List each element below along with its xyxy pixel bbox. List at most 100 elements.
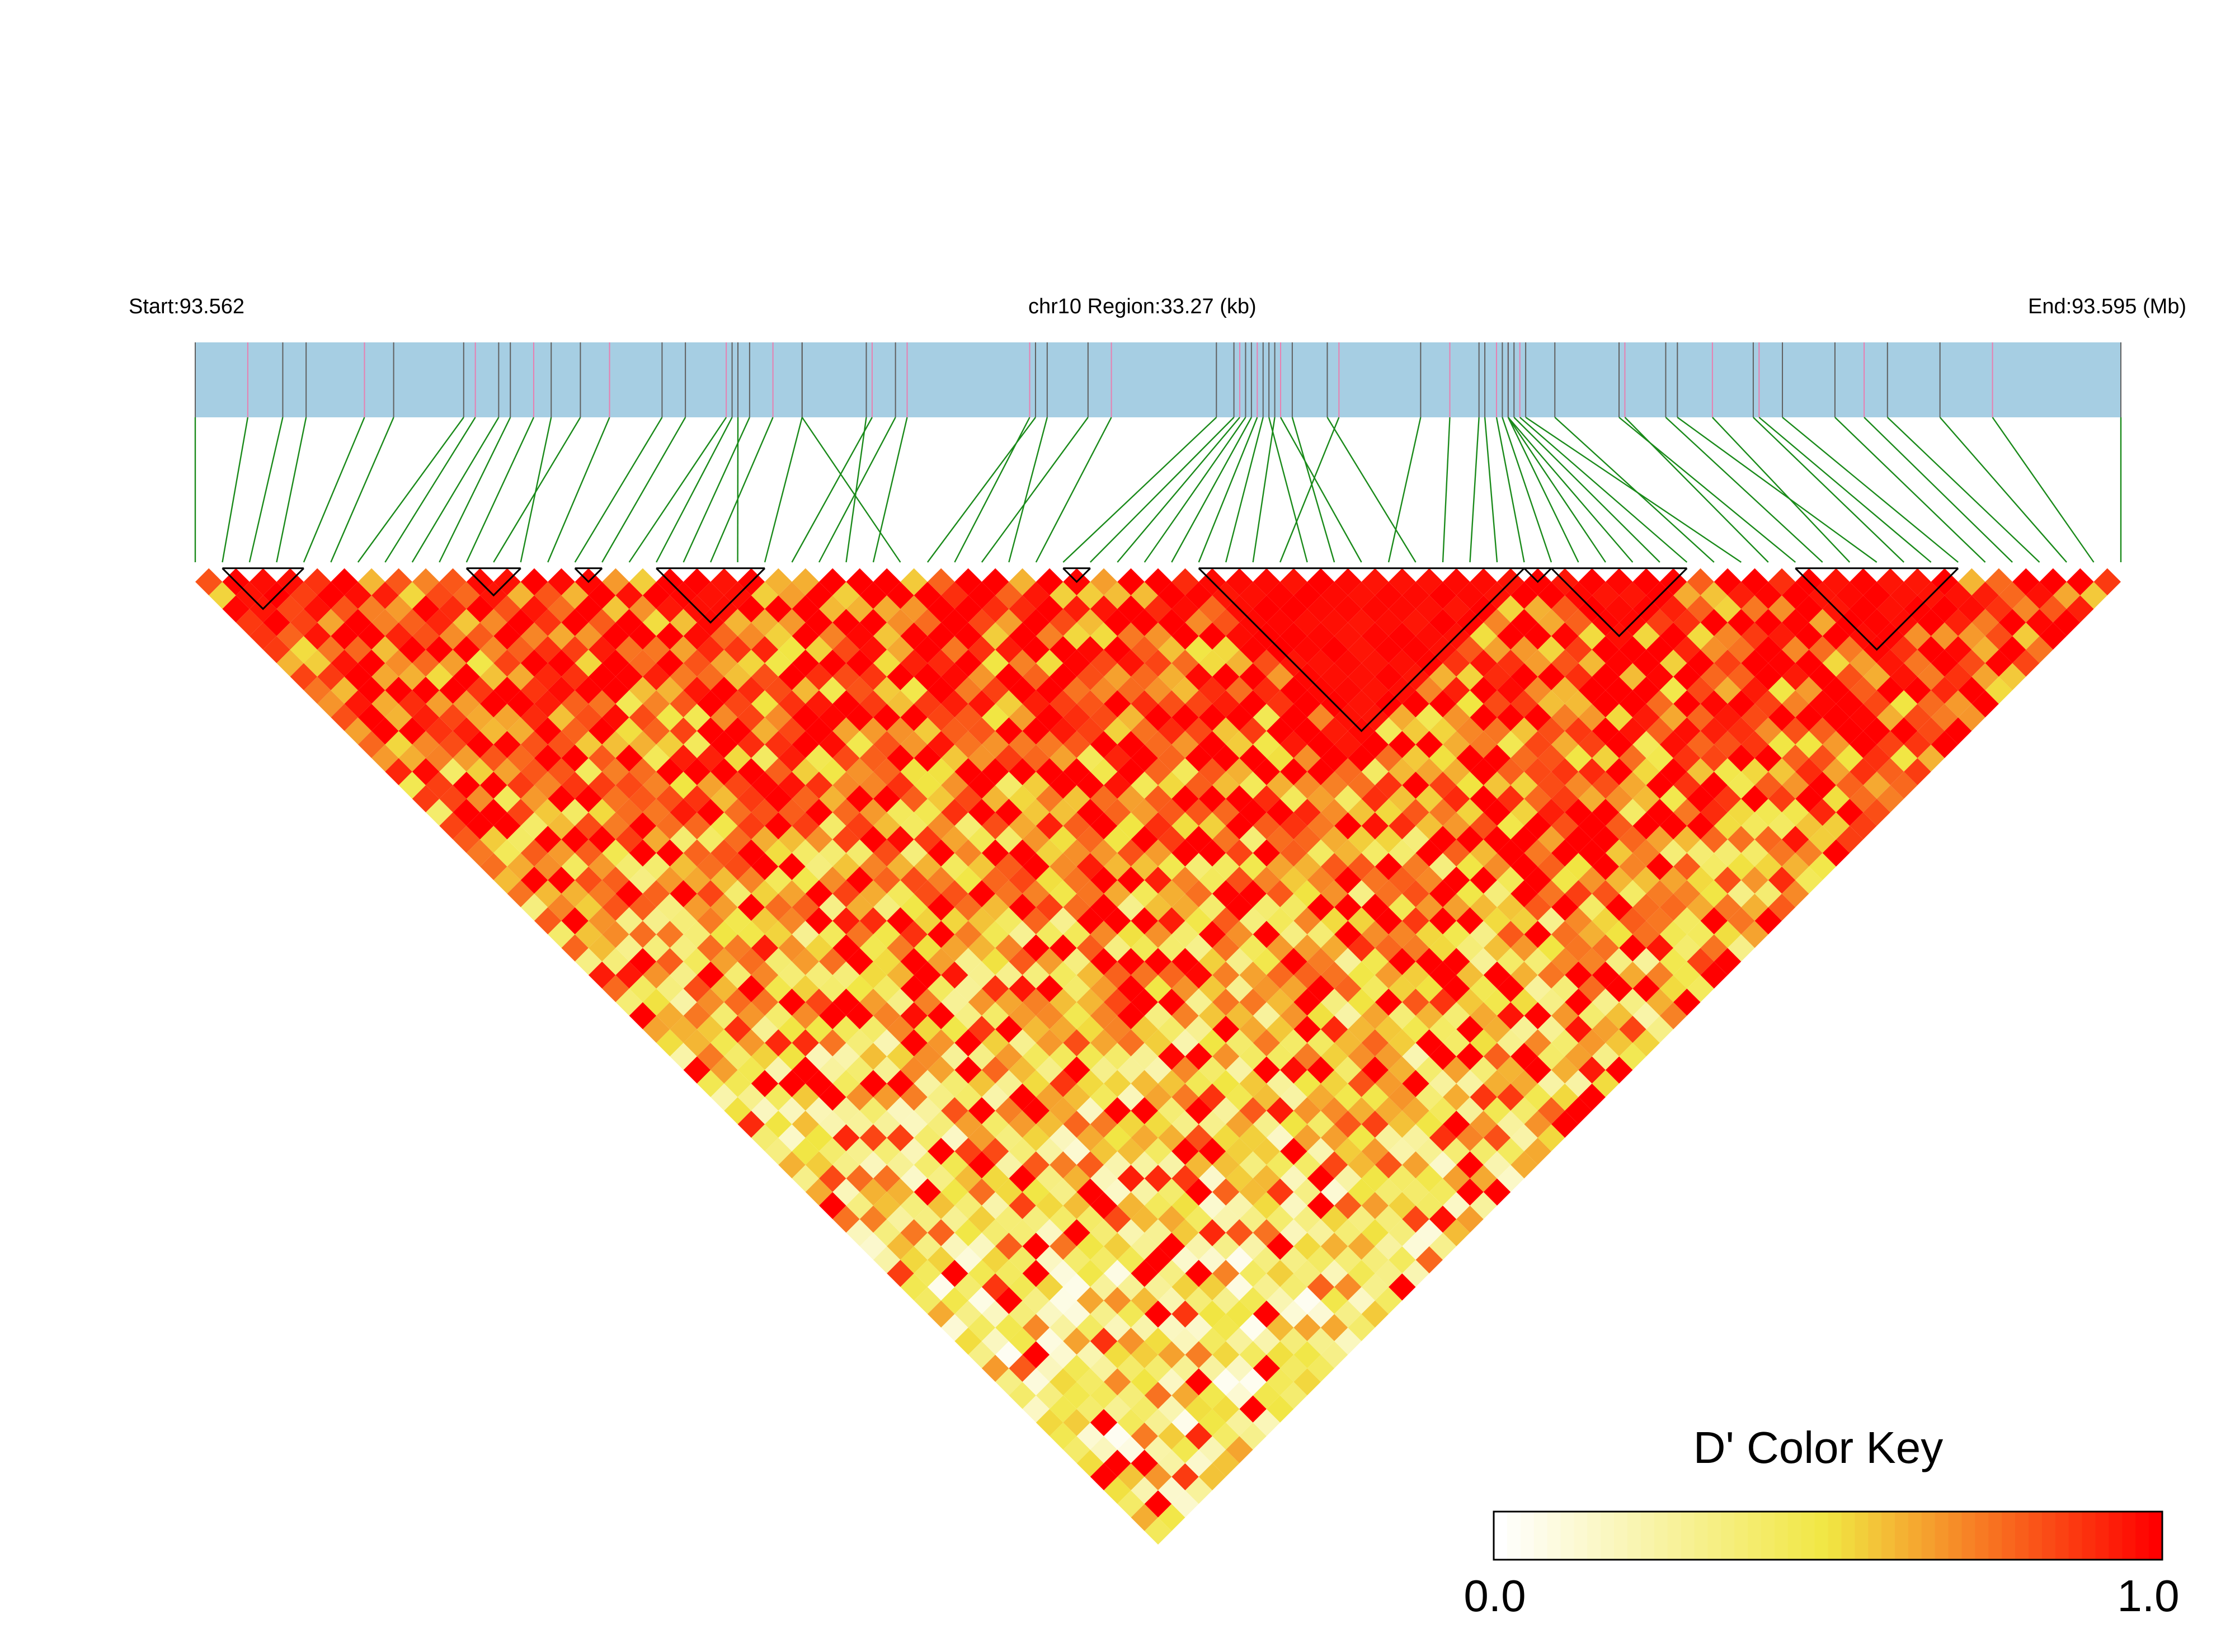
ld-cell xyxy=(1551,622,1579,650)
ld-cell xyxy=(846,1192,873,1220)
ld-cell xyxy=(846,1110,873,1138)
region-labels: Start:93.562 chr10 Region:33.27 (kb) End… xyxy=(129,295,2186,318)
ld-cell xyxy=(561,582,589,609)
ld-cell xyxy=(1537,1070,1565,1098)
ld-cell xyxy=(995,1015,1023,1043)
ld-cell xyxy=(1293,717,1321,745)
ld-cell xyxy=(1239,1341,1267,1368)
ld-cell xyxy=(1389,839,1416,867)
ld-cell xyxy=(941,663,968,690)
ld-cell xyxy=(1456,907,1484,935)
snp-connector xyxy=(1484,417,1498,563)
ld-cell xyxy=(1497,920,1524,948)
ld-cell xyxy=(941,826,968,853)
color-key-step xyxy=(1667,1512,1682,1560)
ld-cell xyxy=(1809,771,1836,799)
color-key-step xyxy=(2015,1512,2029,1560)
color-key-title: D' Color Key xyxy=(1693,1423,1944,1472)
ld-cell xyxy=(968,1070,996,1098)
ld-cell xyxy=(1741,867,1768,894)
ld-cell xyxy=(1592,690,1620,718)
ld-cell xyxy=(765,1137,792,1165)
ld-cell xyxy=(1700,798,1728,826)
ld-cell xyxy=(941,798,968,826)
ld-cell xyxy=(1144,1436,1172,1463)
ld-cell xyxy=(1605,920,1633,948)
ld-cell xyxy=(1198,649,1226,677)
ld-cell xyxy=(792,1137,820,1165)
ld-cell xyxy=(1687,704,1714,731)
ld-cell xyxy=(1741,920,1768,948)
ld-cell xyxy=(1171,920,1199,948)
ld-cell xyxy=(1687,867,1714,894)
color-key-step xyxy=(1547,1512,1561,1560)
snp-connector xyxy=(493,417,581,563)
ld-cell xyxy=(1890,663,1918,690)
ld-cell xyxy=(1375,989,1403,1016)
ld-cell xyxy=(548,867,575,894)
ld-cell xyxy=(751,1015,779,1043)
ld-cell xyxy=(900,1137,928,1165)
ld-cell xyxy=(1537,771,1565,799)
ld-cell xyxy=(1741,622,1768,650)
ld-cell xyxy=(1334,731,1362,759)
ld-cell xyxy=(995,636,1023,663)
ld-cell xyxy=(1212,1449,1240,1477)
ld-cell xyxy=(1253,1029,1281,1057)
ld-cell xyxy=(1198,948,1226,975)
ld-cell xyxy=(1198,676,1226,704)
ld-cell xyxy=(1700,826,1728,853)
ld-cell xyxy=(1334,1219,1362,1246)
ld-cell xyxy=(1022,717,1050,745)
color-key-step xyxy=(1787,1512,1802,1560)
ld-cell xyxy=(642,934,670,962)
ld-cell xyxy=(1185,826,1212,853)
ld-cell xyxy=(1171,1463,1199,1491)
ld-cell xyxy=(1537,934,1565,962)
ld-cell xyxy=(1592,934,1620,962)
ld-cell xyxy=(941,1151,968,1179)
ld-cell xyxy=(1551,595,1579,623)
haplotype-blocks xyxy=(222,567,1959,732)
ld-cell xyxy=(1253,676,1281,704)
ld-cell xyxy=(1144,893,1172,921)
ld-cell xyxy=(1063,1328,1090,1355)
ld-cell xyxy=(927,839,955,867)
ld-cell xyxy=(981,568,1009,596)
ld-cell xyxy=(1104,1449,1131,1477)
ld-cell xyxy=(1402,1097,1429,1124)
ld-cell xyxy=(1293,582,1321,609)
snp-connector xyxy=(1268,417,1308,563)
ld-cell xyxy=(724,907,751,935)
ld-cell xyxy=(290,609,318,636)
ld-cell xyxy=(941,880,968,907)
ld-cell xyxy=(968,690,996,718)
ld-cell xyxy=(1483,961,1511,989)
ld-cell xyxy=(534,717,562,745)
ld-cell xyxy=(439,812,467,840)
snp-connector xyxy=(1326,417,1417,563)
ld-cell xyxy=(1429,1206,1457,1233)
ld-cell xyxy=(1415,1165,1443,1192)
ld-cell xyxy=(1076,1449,1104,1477)
color-key-step xyxy=(2149,1512,2163,1560)
ld-cell xyxy=(1605,758,1633,785)
ld-cell xyxy=(1375,1097,1403,1124)
ld-cell xyxy=(1280,839,1307,867)
ld-cell xyxy=(670,1043,697,1070)
ld-cell xyxy=(344,636,372,663)
ld-cell xyxy=(1483,934,1511,962)
ld-cell xyxy=(697,717,724,745)
ld-cell xyxy=(548,839,575,867)
ld-cell xyxy=(1578,1083,1606,1111)
ld-cell xyxy=(642,717,670,745)
ld-cell xyxy=(995,1124,1023,1152)
ld-cell xyxy=(1429,853,1457,881)
ld-cell xyxy=(1728,690,1755,718)
ld-cell xyxy=(1104,690,1131,718)
color-key-step xyxy=(1895,1512,1909,1560)
ld-cell xyxy=(1443,1110,1470,1138)
ld-cell xyxy=(534,744,562,772)
ld-cell xyxy=(819,839,846,867)
color-key-step xyxy=(2002,1512,2016,1560)
